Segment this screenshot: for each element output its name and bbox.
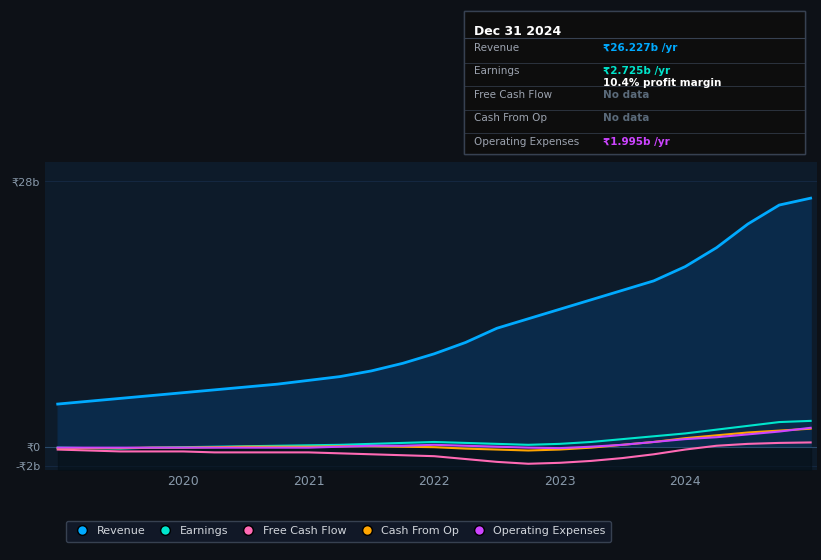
Legend: Revenue, Earnings, Free Cash Flow, Cash From Op, Operating Expenses: Revenue, Earnings, Free Cash Flow, Cash … [66,521,611,542]
Text: 10.4% profit margin: 10.4% profit margin [603,78,722,88]
Text: No data: No data [603,90,649,100]
Text: ₹1.995b /yr: ₹1.995b /yr [603,137,670,147]
Text: No data: No data [603,113,649,123]
Text: Operating Expenses: Operating Expenses [474,137,579,147]
Text: ₹26.227b /yr: ₹26.227b /yr [603,43,678,53]
Text: Cash From Op: Cash From Op [474,113,547,123]
Text: Earnings: Earnings [474,66,519,76]
Text: Dec 31 2024: Dec 31 2024 [474,25,561,38]
Text: ₹2.725b /yr: ₹2.725b /yr [603,66,671,76]
Text: Free Cash Flow: Free Cash Flow [474,90,552,100]
Text: Revenue: Revenue [474,43,519,53]
